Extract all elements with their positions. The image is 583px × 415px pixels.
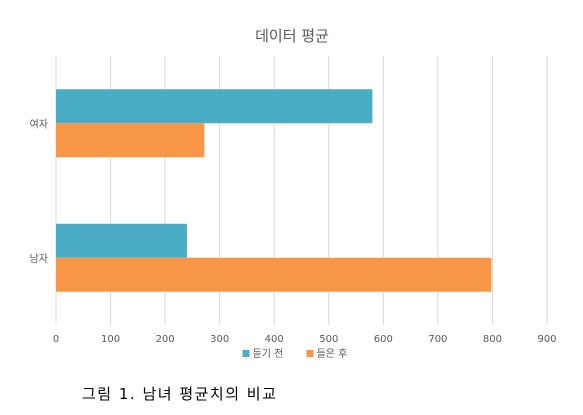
x-tick-label: 900 [537,334,556,345]
category-label: 여자 [30,118,48,130]
x-tick-label: 500 [319,334,338,345]
legend-label: 들은 후 [317,348,348,360]
bar [56,123,205,158]
bar-chart: 데이터 평균 0 100 200 300 400 500 600 700 800 900 여자남자… [30,27,557,360]
legend: 듣기 전 들은 후 [242,348,348,360]
x-tick-label: 800 [483,334,502,345]
bar [56,257,492,292]
category-label: 남자 [30,253,48,265]
bar [56,89,373,124]
chart-title: 데이터 평균 [255,27,329,45]
bar [56,223,187,258]
legend-label: 듣기 전 [253,348,284,360]
x-tick-label: 0 [53,334,59,345]
x-tick-label: 600 [374,334,393,345]
x-tick-label: 200 [156,334,175,345]
x-tick-label: 400 [265,334,284,345]
x-tick-label: 700 [428,334,447,345]
x-axis-tick-labels: 0 100 200 300 400 500 600 700 800 900 [53,334,557,345]
x-tick-label: 300 [210,334,229,345]
legend-swatch [242,350,250,357]
bars [56,89,492,292]
figure-caption: 그림 1. 남녀 평균치의 비교 [82,385,278,403]
x-tick-label: 100 [101,334,120,345]
legend-swatch [306,350,314,357]
